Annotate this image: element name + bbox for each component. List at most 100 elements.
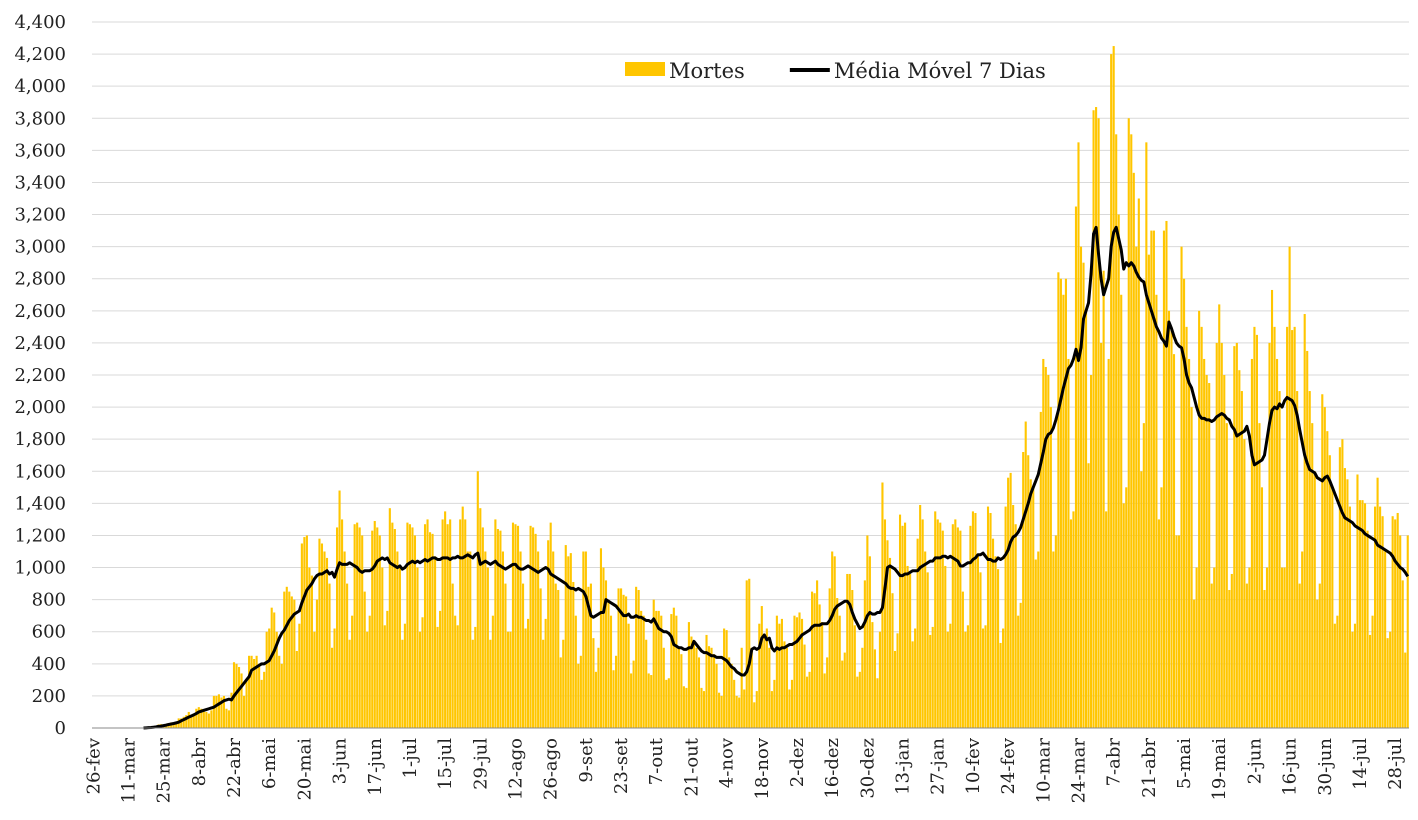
bar bbox=[1248, 567, 1251, 728]
bar bbox=[1353, 623, 1357, 728]
bar bbox=[1082, 262, 1085, 728]
bar bbox=[559, 657, 562, 728]
x-tick-label: 30-jun bbox=[1315, 738, 1336, 796]
bar bbox=[986, 506, 990, 728]
bar bbox=[919, 504, 922, 728]
bar bbox=[527, 618, 530, 728]
bar bbox=[368, 615, 371, 728]
x-tick-label: 9-set bbox=[576, 737, 597, 782]
bar bbox=[1057, 272, 1060, 728]
bar bbox=[743, 689, 746, 728]
bar bbox=[1218, 304, 1221, 728]
bar bbox=[1404, 652, 1407, 728]
bar bbox=[702, 691, 706, 728]
bar bbox=[371, 530, 374, 728]
bar bbox=[888, 557, 892, 728]
bar bbox=[1356, 474, 1359, 728]
bar bbox=[195, 708, 198, 728]
bar bbox=[959, 530, 962, 728]
y-tick-label: 3,200 bbox=[14, 205, 66, 226]
bar bbox=[416, 567, 419, 728]
x-tick-label: 8-abr bbox=[189, 738, 210, 787]
bar bbox=[765, 628, 768, 728]
bar bbox=[476, 471, 479, 728]
bar bbox=[318, 538, 321, 728]
bar bbox=[1069, 519, 1073, 728]
bar bbox=[803, 644, 806, 728]
bar bbox=[240, 673, 243, 728]
y-tick-label: 600 bbox=[32, 622, 66, 643]
bar bbox=[808, 671, 811, 728]
bar bbox=[1313, 471, 1316, 728]
bar bbox=[687, 622, 690, 728]
bar bbox=[755, 691, 758, 728]
bar bbox=[1348, 506, 1351, 728]
bar bbox=[763, 634, 766, 728]
bar bbox=[441, 519, 444, 728]
bar bbox=[627, 623, 630, 728]
bar bbox=[313, 631, 316, 728]
bar bbox=[632, 660, 635, 728]
bar bbox=[1376, 477, 1379, 728]
bar bbox=[464, 519, 467, 728]
bar bbox=[921, 519, 924, 728]
bar bbox=[778, 623, 781, 728]
bar bbox=[396, 551, 399, 728]
bar bbox=[768, 647, 771, 728]
bar bbox=[805, 676, 809, 728]
bar bbox=[351, 615, 354, 728]
bar bbox=[258, 663, 261, 728]
y-tick-label: 2,400 bbox=[14, 333, 66, 354]
bar bbox=[858, 671, 861, 728]
bar bbox=[1270, 289, 1274, 728]
bar bbox=[227, 710, 231, 728]
bar bbox=[524, 628, 527, 728]
bar bbox=[222, 695, 226, 728]
bar bbox=[1265, 567, 1269, 728]
bar bbox=[715, 663, 718, 728]
bar bbox=[554, 583, 557, 728]
bar bbox=[1092, 110, 1095, 728]
bar bbox=[308, 567, 311, 728]
bar bbox=[979, 572, 982, 728]
bar bbox=[655, 610, 658, 728]
bar bbox=[841, 660, 844, 728]
bar bbox=[946, 631, 949, 728]
x-tick-label: 22-abr bbox=[224, 738, 245, 798]
bar bbox=[582, 551, 585, 728]
bar bbox=[1140, 471, 1143, 728]
bar bbox=[994, 556, 997, 728]
bar bbox=[1157, 519, 1160, 728]
bar bbox=[758, 623, 761, 728]
bar bbox=[949, 623, 952, 728]
bar bbox=[625, 596, 628, 728]
bar bbox=[1240, 391, 1243, 728]
bar bbox=[398, 567, 401, 728]
bar bbox=[1336, 615, 1339, 728]
bar bbox=[909, 573, 912, 728]
bar bbox=[635, 586, 638, 728]
bar bbox=[474, 626, 477, 728]
bar bbox=[547, 540, 550, 728]
bar bbox=[1102, 270, 1105, 728]
bar bbox=[660, 615, 663, 728]
bar bbox=[529, 525, 532, 728]
x-tick-label: 6-mai bbox=[259, 738, 280, 789]
y-tick-label: 0 bbox=[55, 718, 66, 739]
bar bbox=[1039, 411, 1042, 728]
x-tick-label: 4-nov bbox=[717, 737, 738, 788]
bar bbox=[607, 599, 610, 728]
bar bbox=[1368, 634, 1372, 728]
bar bbox=[1386, 638, 1389, 728]
bar bbox=[1054, 535, 1057, 728]
bar bbox=[1288, 246, 1291, 729]
bar bbox=[237, 667, 241, 728]
bar bbox=[431, 533, 434, 728]
bar bbox=[338, 490, 341, 728]
bar bbox=[1328, 455, 1331, 728]
bar bbox=[509, 631, 512, 728]
bar bbox=[728, 657, 731, 728]
bar bbox=[1298, 583, 1301, 728]
bar bbox=[230, 692, 233, 728]
